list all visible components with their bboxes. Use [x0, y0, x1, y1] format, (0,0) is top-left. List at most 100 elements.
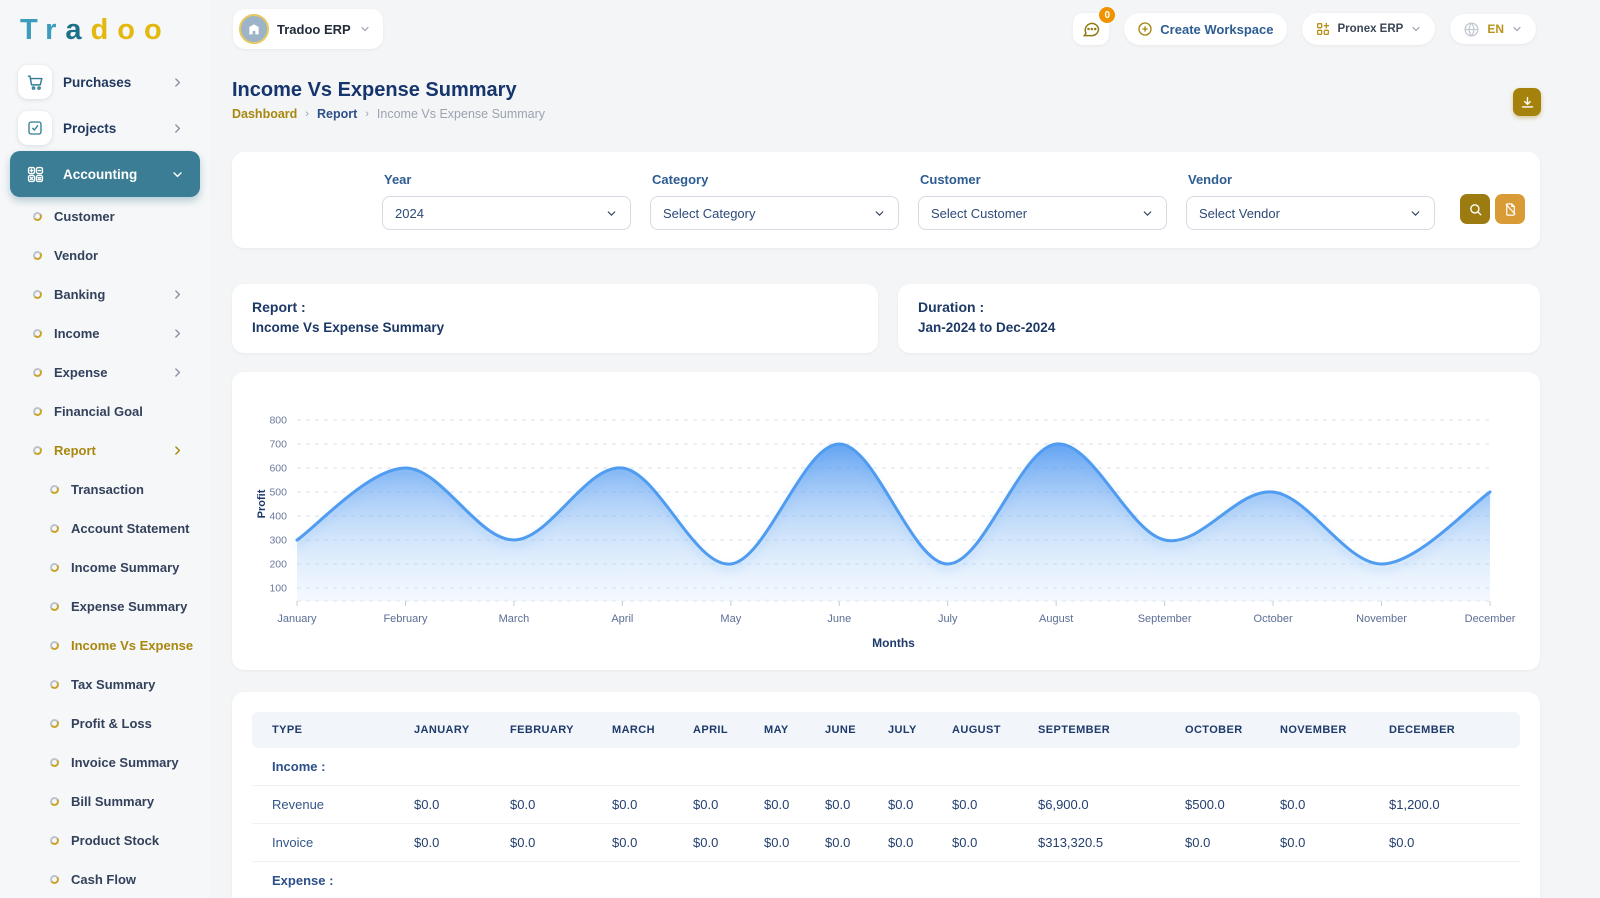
sidebar-item-profit-loss[interactable]: Profit & Loss: [10, 704, 200, 743]
vendor-select[interactable]: Select Vendor: [1186, 196, 1435, 230]
language-label: EN: [1487, 22, 1504, 36]
header-actions: 0 Create Workspace Pronex ERP EN: [1073, 7, 1536, 45]
bullet-icon: [32, 211, 43, 222]
bullet-icon: [49, 523, 60, 534]
svg-text:March: March: [499, 613, 530, 625]
cell: [764, 861, 825, 898]
column-header-may: MAY: [764, 712, 825, 748]
cell: [888, 861, 952, 898]
sidebar-item-label: Income Summary: [71, 560, 180, 575]
logo-letter: o: [144, 14, 171, 46]
cell: $0.0: [510, 823, 612, 862]
column-header-march: MARCH: [612, 712, 693, 748]
sidebar-item-income[interactable]: Income: [10, 314, 200, 353]
sidebar-item-projects[interactable]: Projects: [10, 105, 200, 151]
reset-filter-button[interactable]: [1495, 194, 1525, 224]
cell: $0.0: [764, 823, 825, 862]
category-select[interactable]: Select Category: [650, 196, 899, 230]
download-button[interactable]: [1513, 88, 1541, 116]
bullet-icon: [49, 718, 60, 729]
sidebar-item-customer[interactable]: Customer: [10, 197, 200, 236]
column-header-november: NOVEMBER: [1280, 712, 1389, 748]
sidebar-item-vendor[interactable]: Vendor: [10, 236, 200, 275]
sidebar-item-expense[interactable]: Expense: [10, 353, 200, 392]
breadcrumb-separator: ›: [365, 108, 369, 120]
vendor-value: Select Vendor: [1199, 205, 1280, 221]
bullet-icon: [49, 796, 60, 807]
sidebar-item-bill-summary[interactable]: Bill Summary: [10, 782, 200, 821]
cell: $0.0: [1280, 823, 1389, 862]
check-square-icon: [18, 111, 52, 145]
logo-letter: r: [45, 14, 66, 46]
customer-value: Select Customer: [931, 205, 1028, 221]
sidebar-item-expense-summary[interactable]: Expense Summary: [10, 587, 200, 626]
file-off-icon: [1505, 202, 1515, 216]
top-header: Tradoo ERP 0 Create Workspace Pronex ERP: [210, 0, 1600, 58]
chevron-down-icon: [1410, 23, 1422, 35]
sidebar-item-account-statement[interactable]: Account Statement: [10, 509, 200, 548]
cell: $0.0: [825, 823, 888, 862]
sidebar-item-financial-goal[interactable]: Financial Goal: [10, 392, 200, 431]
sidebar-item-label: Income Vs Expense: [71, 638, 194, 653]
table-row-expense: Expense :: [252, 861, 1520, 898]
erp-switcher[interactable]: Pronex ERP: [1301, 13, 1436, 45]
messages-button[interactable]: 0: [1073, 7, 1116, 45]
globe-icon: [1463, 21, 1480, 38]
svg-text:August: August: [1039, 613, 1073, 625]
sidebar-item-cash-flow[interactable]: Cash Flow: [10, 860, 200, 898]
sidebar-menu: Purchases Projects Accounting Customer Vendo…: [0, 59, 210, 898]
table-panel: TYPE JANUARY FEBRUARY MARCH APRIL MAY JUNE JULY…: [232, 692, 1540, 898]
sidebar-item-tax-summary[interactable]: Tax Summary: [10, 665, 200, 704]
sidebar-item-income-summary[interactable]: Income Summary: [10, 548, 200, 587]
year-select[interactable]: 2024: [382, 196, 631, 230]
sidebar-item-transaction[interactable]: Transaction: [10, 470, 200, 509]
chevron-down-icon: [1141, 207, 1154, 220]
column-header-january: JANUARY: [414, 712, 510, 748]
chevron-down-icon: [873, 207, 886, 220]
svg-text:300: 300: [269, 535, 287, 547]
search-button[interactable]: [1460, 194, 1490, 224]
sidebar-item-product-stock[interactable]: Product Stock: [10, 821, 200, 860]
building-icon: [239, 14, 269, 44]
sidebar-item-accounting[interactable]: Accounting: [10, 151, 200, 197]
svg-text:February: February: [383, 613, 428, 625]
column-header-type: TYPE: [252, 712, 414, 748]
sidebar-item-label: Account Statement: [71, 521, 190, 536]
cell: $0.0: [414, 823, 510, 862]
cell: [1038, 861, 1185, 898]
column-header-february: FEBRUARY: [510, 712, 612, 748]
cell: [1389, 861, 1520, 898]
sidebar-item-report[interactable]: Report: [10, 431, 200, 470]
calculator-icon: [18, 157, 52, 191]
sidebar-item-label: Customer: [54, 209, 115, 224]
workspace-switcher[interactable]: Tradoo ERP: [233, 9, 383, 49]
customer-select[interactable]: Select Customer: [918, 196, 1167, 230]
chart-line: [295, 442, 1492, 566]
cell: [1280, 748, 1389, 786]
filter-year: Year 2024: [382, 152, 631, 248]
report-card-value: Income Vs Expense Summary: [252, 320, 445, 335]
breadcrumb-report[interactable]: Report: [316, 107, 358, 121]
logo-letter: d: [90, 14, 118, 46]
language-selector[interactable]: EN: [1450, 14, 1536, 44]
svg-text:400: 400: [269, 511, 287, 523]
bullet-icon: [49, 562, 60, 573]
svg-text:500: 500: [269, 487, 287, 499]
cell: $0.0: [888, 823, 952, 862]
cell: [510, 748, 612, 786]
chart-x-axis: January February March April May June July Augu…: [277, 601, 1516, 625]
column-header-october: OCTOBER: [1185, 712, 1280, 748]
column-header-july: JULY: [888, 712, 952, 748]
sidebar-item-purchases[interactable]: Purchases: [10, 59, 200, 105]
create-workspace-button[interactable]: Create Workspace: [1124, 13, 1287, 45]
sidebar-item-invoice-summary[interactable]: Invoice Summary: [10, 743, 200, 782]
brand-logo[interactable]: Tradoo: [0, 0, 210, 47]
duration-card: Duration : Jan-2024 to Dec-2024: [898, 284, 1540, 353]
sidebar-item-banking[interactable]: Banking: [10, 275, 200, 314]
sidebar-item-income-vs-expense[interactable]: Income Vs Expense: [10, 626, 200, 665]
customer-label: Customer: [920, 172, 981, 187]
sidebar-item-label: Banking: [54, 287, 106, 302]
cell: [1185, 861, 1280, 898]
sidebar-item-label: Bill Summary: [71, 794, 155, 809]
breadcrumb-dashboard[interactable]: Dashboard: [232, 107, 298, 121]
